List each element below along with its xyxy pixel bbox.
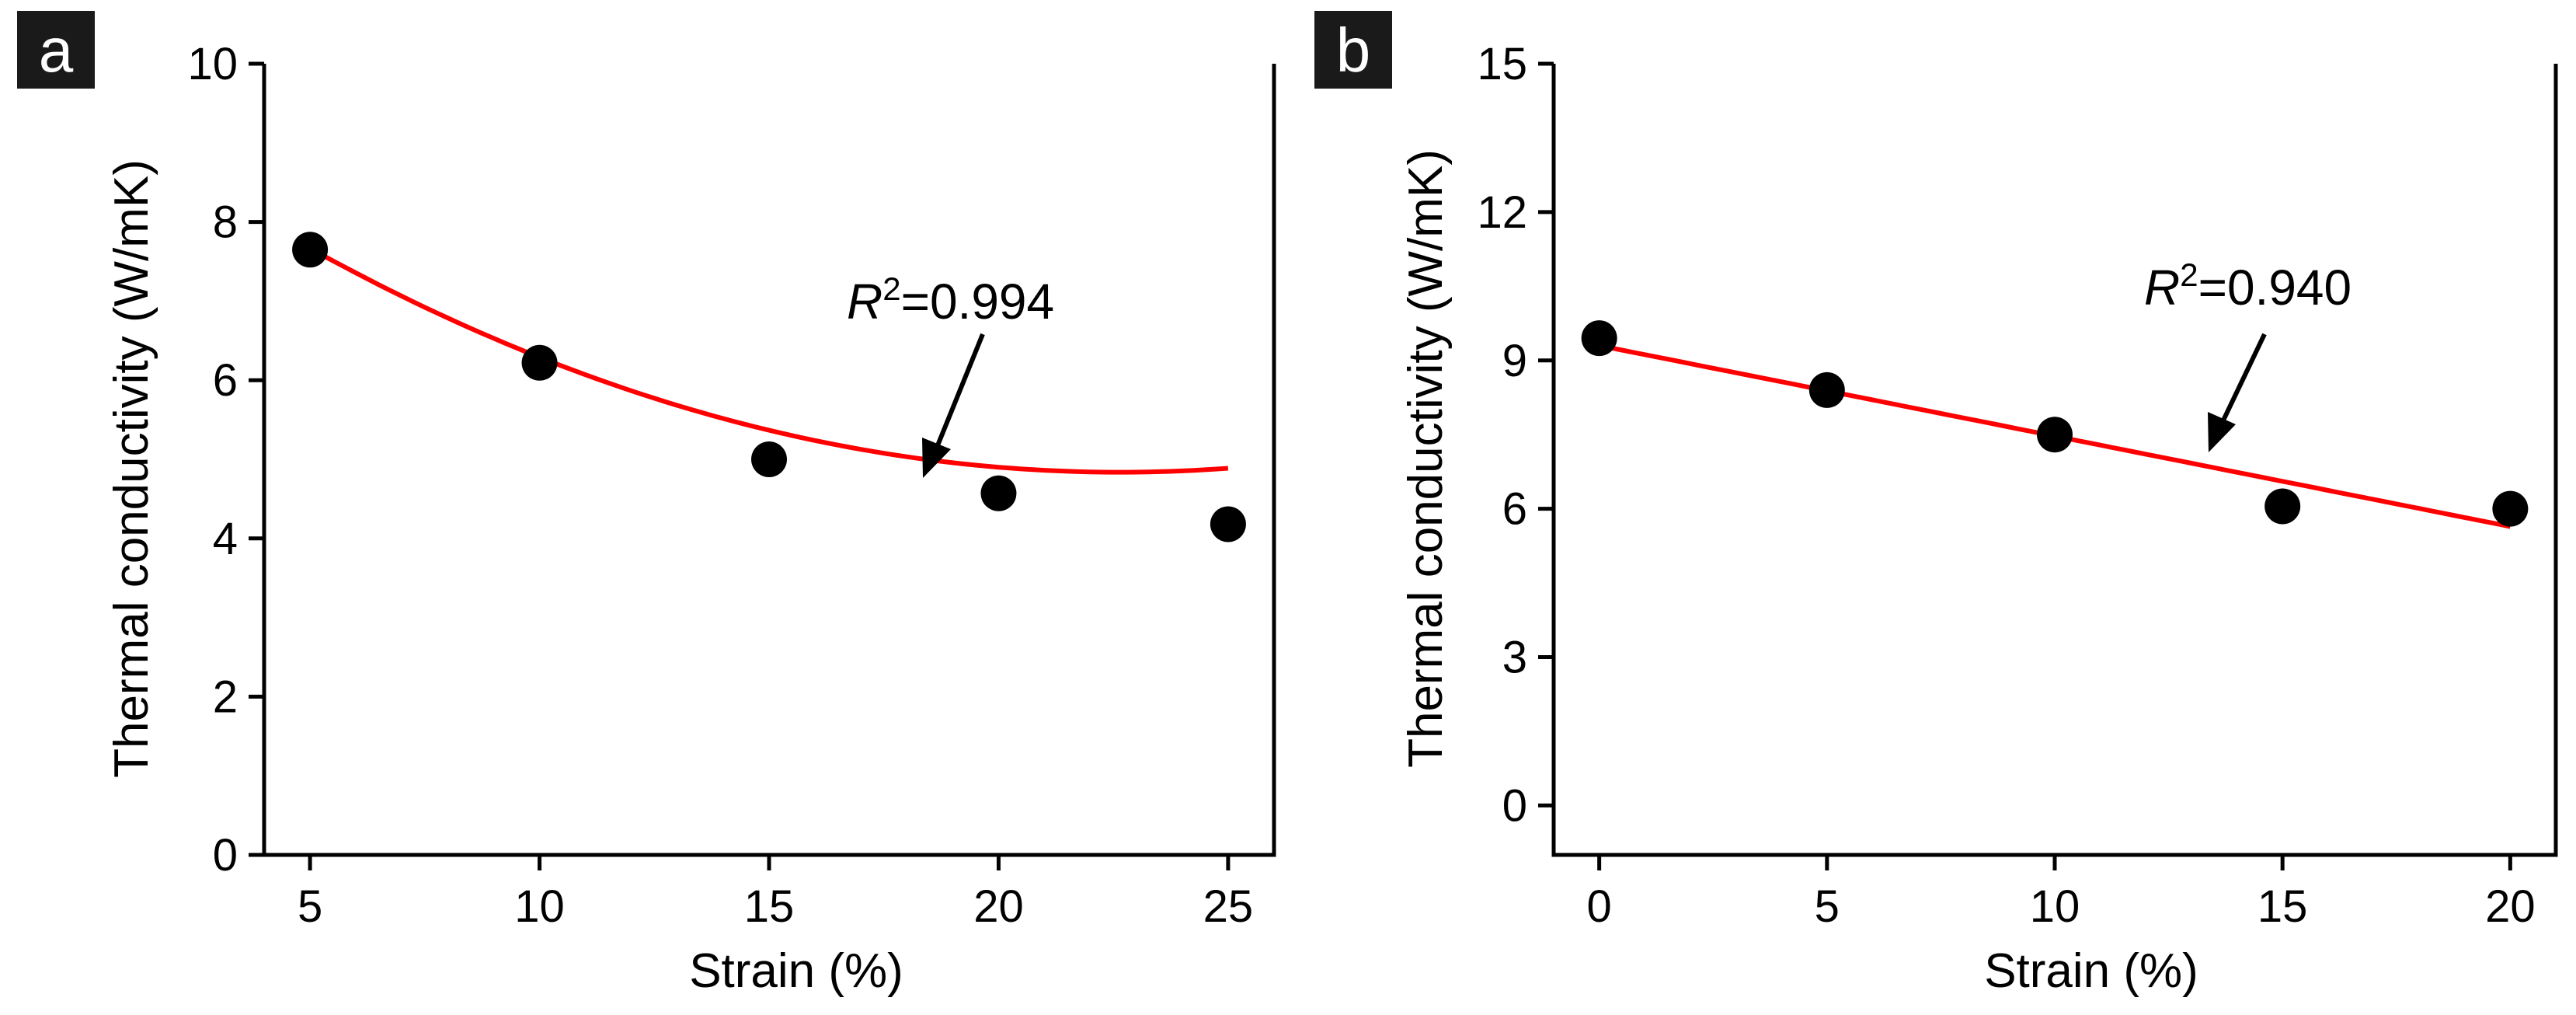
panel-a-y-axis-title: Thermal conductivity (W/mK)	[105, 159, 158, 778]
panel-a-tag-label: a	[39, 16, 74, 85]
panel-b-y-tick-label: 9	[1502, 336, 1527, 386]
panel-b-x-tick-label: 20	[2485, 881, 2536, 932]
panel-b-y-tick-label: 15	[1477, 39, 1527, 89]
panel-a-data-point	[1210, 506, 1246, 542]
panel-a-r2-superscript: 2	[882, 270, 900, 307]
panel-a-data-point	[521, 344, 558, 381]
panel-b-x-tick-label: 10	[2030, 881, 2080, 932]
panel-a: a 5 10 15 20 25 0 2 4 6 8 10 Strain (%) Thermal co…	[17, 11, 1276, 998]
svg-text:R2=0.940: R2=0.940	[2144, 256, 2351, 316]
panel-a-x-axis-title: Strain (%)	[689, 944, 903, 998]
panel-a-y-tick-label: 6	[213, 355, 238, 406]
panel-a-data-point	[980, 475, 1017, 511]
panel-a-r2-arrow	[934, 333, 985, 451]
panel-b-axes-frame	[1551, 64, 2558, 857]
panel-b-x-tick-label: 15	[2257, 881, 2308, 932]
panel-a-fit-curve	[308, 246, 1229, 475]
panel-b-data-point	[2037, 417, 2073, 453]
panel-b-x-tick-label: 5	[1815, 881, 1840, 932]
panel-a-plot-area: 5 10 15 20 25 0 2 4 6 8 10	[187, 39, 1276, 932]
panel-b-y-tick-label: 12	[1477, 187, 1527, 238]
panel-b-data-point	[2492, 490, 2529, 527]
panel-a-tag	[17, 11, 95, 89]
panel-b-r2-value: =0.940	[2198, 260, 2352, 316]
panel-a-x-tick-label: 25	[1203, 881, 1254, 932]
panel-b-x-tick-label: 0	[1587, 881, 1612, 932]
panel-a-r2-symbol: R	[847, 274, 882, 330]
svg-text:R2=0.994: R2=0.994	[847, 270, 1054, 330]
panel-a-r2-value: =0.994	[901, 274, 1055, 330]
panel-b-r2-arrow	[2219, 333, 2267, 425]
panel-b-r2-arrowhead	[2208, 412, 2236, 452]
panel-a-x-tick-label: 20	[973, 881, 1024, 932]
panel-b-y-axis-title: Thermal conductivity (W/mK)	[1399, 149, 1453, 768]
panel-a-y-tick-label: 4	[213, 514, 238, 564]
panel-a-data-point	[292, 232, 329, 268]
panel-b-tag-label: b	[1336, 16, 1371, 85]
panel-a-r2-arrowhead	[922, 438, 951, 478]
panel-b-r2-superscript: 2	[2180, 256, 2198, 293]
panel-a-y-tick-label: 8	[213, 197, 238, 248]
panel-b-r2-symbol: R	[2144, 260, 2180, 316]
panel-b-y-tick-label: 0	[1502, 780, 1527, 831]
panel-a-x-tick-label: 10	[514, 881, 565, 932]
panel-b-r2-annotation: R2=0.940	[2144, 256, 2351, 452]
panel-b-plot-area: 0 5 10 15 20 0 3 6 9 12 15	[1477, 39, 2558, 932]
panel-b-y-tick-label: 6	[1502, 484, 1527, 535]
panel-b-data-point	[2264, 488, 2301, 525]
panel-a-y-tick-label: 0	[213, 830, 238, 881]
panel-a-data-point	[751, 441, 787, 477]
panel-b-data-point	[1581, 320, 1617, 357]
panel-a-r2-annotation: R2=0.994	[847, 270, 1054, 478]
panel-a-y-tick-label: 2	[213, 671, 238, 722]
panel-a-x-tick-label: 15	[744, 881, 795, 932]
panel-b-x-axis-title: Strain (%)	[1984, 944, 2198, 998]
panel-b: b 0 5 10 15 20 0 3 6 9 12 15 Strain (%) Thermal co…	[1314, 11, 2558, 998]
panel-b-data-point	[1808, 371, 1845, 408]
panel-b-tag	[1314, 11, 1392, 89]
panel-b-y-tick-label: 3	[1502, 633, 1527, 683]
panel-a-y-tick-label: 10	[187, 39, 238, 89]
panel-a-x-tick-label: 5	[298, 881, 322, 932]
